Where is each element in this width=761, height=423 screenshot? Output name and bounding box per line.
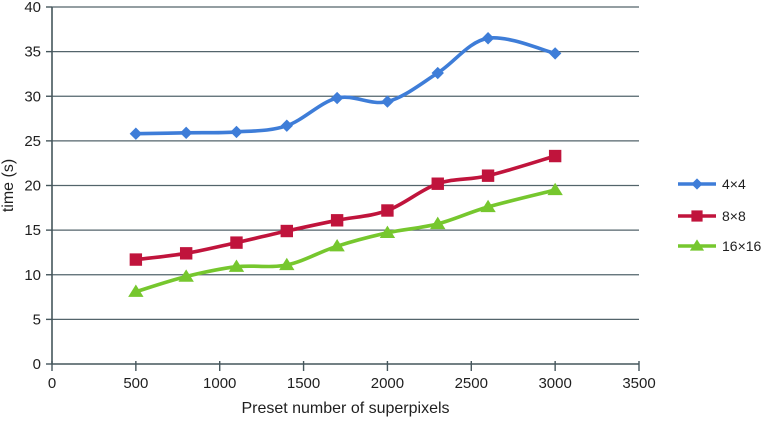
marker-16x16 — [547, 182, 563, 196]
marker-4x4 — [431, 66, 444, 80]
series-markers-8x8 — [129, 149, 562, 266]
legend-label: 16×16 — [722, 238, 761, 254]
y-tick-label: 15 — [24, 222, 41, 239]
x-tick-label: 0 — [48, 375, 56, 392]
y-axis-title: time (s) — [0, 159, 17, 212]
legend-label: 8×8 — [722, 208, 746, 224]
marker-8x8 — [548, 149, 562, 163]
legend-item-4x4: 4×4 — [678, 176, 746, 192]
legend-item-16x16: 16×16 — [678, 238, 761, 254]
marker-4x4 — [179, 126, 193, 140]
marker-16x16 — [329, 238, 345, 252]
x-axis-title: Preset number of superpixels — [241, 400, 449, 417]
marker-8x8 — [481, 169, 495, 182]
marker-4x4 — [280, 119, 293, 132]
legend-label: 4×4 — [722, 176, 746, 192]
marker-16x16 — [430, 216, 446, 230]
marker-8x8 — [129, 253, 143, 266]
y-tick-label: 35 — [24, 44, 41, 61]
marker-16x16 — [228, 259, 245, 272]
marker-16x16 — [480, 199, 496, 213]
marker-8x8 — [431, 177, 444, 190]
legend-marker-triangle — [689, 239, 705, 251]
legend-item-8x8: 8×8 — [678, 208, 746, 224]
y-tick-label: 40 — [24, 0, 41, 16]
y-tick-label: 5 — [33, 311, 41, 328]
legend-marker-diamond — [691, 178, 703, 190]
marker-4x4 — [548, 47, 562, 60]
y-tick-label: 20 — [24, 178, 41, 195]
marker-4x4 — [330, 91, 344, 105]
marker-8x8 — [280, 224, 293, 238]
marker-16x16 — [379, 225, 396, 239]
marker-4x4 — [481, 32, 495, 45]
marker-16x16 — [178, 269, 194, 282]
x-tick-label: 3500 — [622, 375, 655, 392]
x-tick-label: 500 — [123, 375, 148, 392]
y-tick-label: 25 — [24, 133, 41, 150]
marker-4x4 — [381, 95, 394, 108]
marker-16x16 — [128, 284, 144, 297]
x-tick-label: 3000 — [538, 375, 571, 392]
y-tick-label: 10 — [24, 267, 41, 284]
legend-marker-square — [691, 210, 703, 222]
marker-4x4 — [129, 127, 143, 140]
marker-16x16 — [279, 257, 295, 271]
x-tick-label: 2000 — [371, 375, 404, 392]
x-tick-label: 2500 — [455, 375, 488, 392]
marker-8x8 — [330, 214, 344, 227]
x-tick-label: 1000 — [203, 375, 236, 392]
marker-8x8 — [179, 247, 193, 260]
marker-8x8 — [230, 236, 243, 249]
y-tick-label: 30 — [24, 88, 41, 105]
x-tick-label: 1500 — [287, 375, 320, 392]
series-markers-16x16 — [128, 182, 563, 297]
marker-8x8 — [381, 204, 394, 217]
series-line-16x16 — [134, 188, 557, 294]
marker-4x4 — [230, 125, 243, 139]
series-markers-4x4 — [129, 32, 562, 140]
y-tick-label: 0 — [33, 356, 41, 373]
